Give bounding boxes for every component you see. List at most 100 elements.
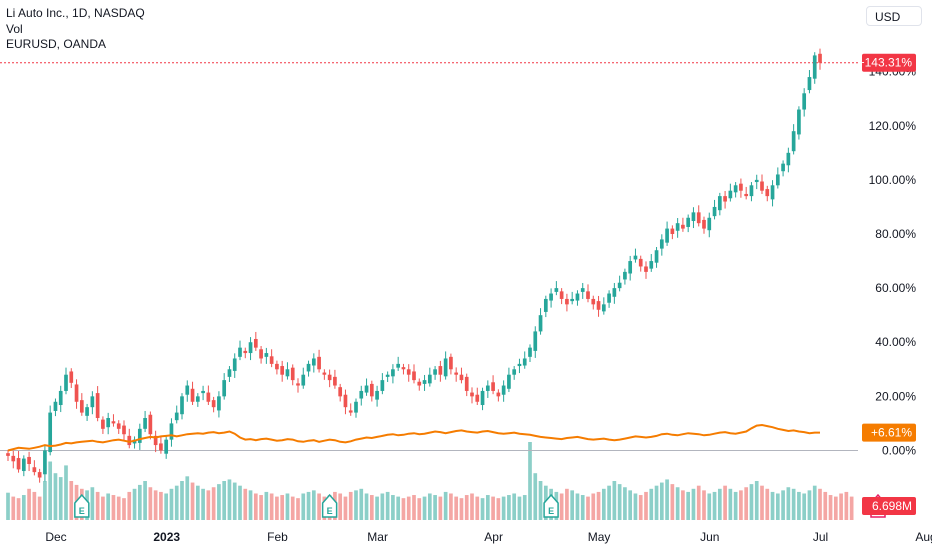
volume-bar [485,495,490,520]
candle-body [116,423,121,429]
candle [211,396,216,413]
volume-bar [607,485,611,520]
volume-bar [111,495,116,520]
volume-bar [148,487,153,520]
candle [348,403,353,416]
candle-body [396,363,401,368]
volume-bar [11,496,16,520]
candle-body [32,467,37,473]
candle-body [180,396,184,415]
volume-bar [317,493,321,520]
candle-body [369,383,374,397]
candle-body [280,366,285,375]
volume-bar [37,496,42,520]
candle [659,234,664,256]
candle [64,367,68,395]
volume-bar [16,498,21,520]
candle-body [243,350,248,354]
candle [580,282,585,299]
candle-body [364,385,369,393]
candle-body [623,271,627,280]
candle-body [786,152,791,166]
candle-body [90,396,95,408]
candle-body [264,353,269,357]
volume-bar [781,490,785,520]
candle [185,380,190,402]
candle [380,373,385,395]
candle [290,364,295,386]
candle-body [169,423,174,440]
volume-bar [570,490,575,520]
candle [148,411,153,440]
candle-body [501,385,506,395]
candle-body [406,369,411,375]
candle-body [359,390,364,399]
volume-bar [438,496,443,520]
volume-bar [839,493,843,520]
earnings-mark: E [321,493,338,518]
volume-bar [253,493,258,520]
volume-bar [137,484,142,520]
volume-bar [169,488,174,520]
candle [338,383,343,402]
candle-body [675,223,680,231]
candle [85,403,89,421]
volume-bar [760,485,764,520]
volume-bar [422,496,427,520]
volume-bar [844,491,849,520]
candle [607,290,611,308]
candle-body [290,367,295,381]
candle-body [570,298,575,302]
volume-bar [95,491,100,520]
x-tick-label: Feb [267,530,288,544]
volume-bar [106,493,111,520]
candle-body [659,239,664,249]
candle-body [348,410,353,413]
candle-body [190,388,195,402]
candle [775,167,780,189]
volume-bar [517,496,522,520]
candle [222,373,227,400]
candle [58,385,63,413]
currency-button[interactable]: USD [866,6,922,26]
legend-compare[interactable]: EURUSD, OANDA [6,37,107,51]
legend-volume[interactable]: Vol [6,21,23,36]
volume-bar [243,488,248,520]
candle [702,216,706,234]
volume-bar [665,479,669,520]
candle [797,106,801,140]
candle [739,178,743,198]
volume-bar [638,495,643,520]
volume-bar [27,488,31,520]
candle [264,347,269,364]
x-tick-label: Jul [813,530,828,544]
candles [6,48,822,483]
candle [322,369,327,380]
x-tick-label: Mar [367,530,388,544]
volume-bar [696,485,701,520]
candle-body [770,185,775,200]
candle-body [16,458,21,470]
candle [480,387,485,411]
candle-body [607,293,611,303]
volume-bar [828,495,833,520]
candle-body [11,455,16,462]
candle-body [253,338,258,348]
legend-symbol[interactable]: Li Auto Inc., 1D, NASDAQ [6,6,145,20]
candle [443,351,448,380]
candle [649,254,654,272]
candle [43,445,47,482]
volume-bar [559,493,564,520]
candle-body [338,387,343,397]
volume-bar [480,498,485,520]
candle-body [322,372,327,375]
candle-body [412,371,416,381]
candle [675,218,680,238]
volume-bars [6,442,854,520]
volume-bar [301,493,306,520]
candle-body [749,185,754,197]
volume-bar [401,498,406,520]
candle [570,291,575,305]
candle-body [696,212,701,224]
